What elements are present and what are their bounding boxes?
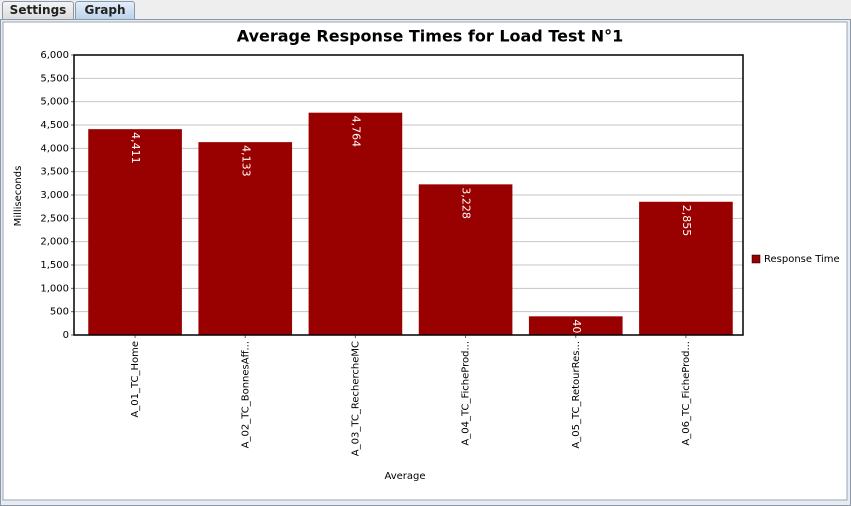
- bar: [308, 112, 403, 336]
- chart-title: Average Response Times for Load Test N°1: [237, 27, 623, 46]
- y-tick-label: 3,000: [40, 190, 69, 201]
- data-label: 4,764: [349, 116, 362, 147]
- data-label: 3,228: [460, 187, 473, 219]
- y-tick-label: 4,000: [40, 143, 69, 154]
- bar: [418, 184, 513, 335]
- x-tick-label: A_01_TC_Home: [130, 341, 141, 418]
- y-tick-label: 5,000: [40, 97, 69, 108]
- plot-border: [73, 54, 744, 336]
- legend-label: Response Time: [764, 254, 840, 265]
- x-axis-label: Average: [384, 471, 425, 482]
- y-tick-label: 1,000: [40, 283, 69, 294]
- y-tick-label: 3,500: [40, 167, 69, 178]
- data-label: 40: [570, 319, 583, 333]
- x-tick-label: A_06_TC_FicheProd...: [681, 341, 692, 446]
- y-tick-label: 0: [63, 330, 69, 341]
- x-tick-label: A_05_TC_RetourRes...: [571, 341, 582, 449]
- y-tick-label: 2,500: [40, 213, 69, 224]
- y-tick-label: 4,500: [40, 120, 69, 131]
- bar: [88, 129, 182, 335]
- y-tick-label: 6,000: [40, 50, 69, 61]
- tab[interactable]: Graph: [75, 1, 135, 19]
- bar: [198, 142, 293, 335]
- y-tick-label: 500: [50, 307, 69, 318]
- data-label: 2,855: [680, 205, 693, 237]
- tab[interactable]: Settings: [2, 1, 74, 19]
- data-label: 4,411: [129, 132, 142, 164]
- y-tick-label: 1,500: [40, 260, 69, 271]
- y-tick-label: 5,500: [40, 73, 69, 84]
- data-label: 4,133: [239, 145, 252, 177]
- bar: [639, 201, 733, 335]
- y-tick-label: 2,000: [40, 237, 69, 248]
- bar: [528, 316, 623, 335]
- y-axis-label: Milliseconds: [13, 166, 24, 227]
- legend-swatch: [751, 254, 761, 264]
- x-tick-label: A_03_TC_RechercheMC: [350, 341, 361, 456]
- x-tick-label: A_04_TC_FicheProd...: [461, 341, 472, 446]
- x-tick-label: A_02_TC_BonnesAff...: [240, 341, 251, 448]
